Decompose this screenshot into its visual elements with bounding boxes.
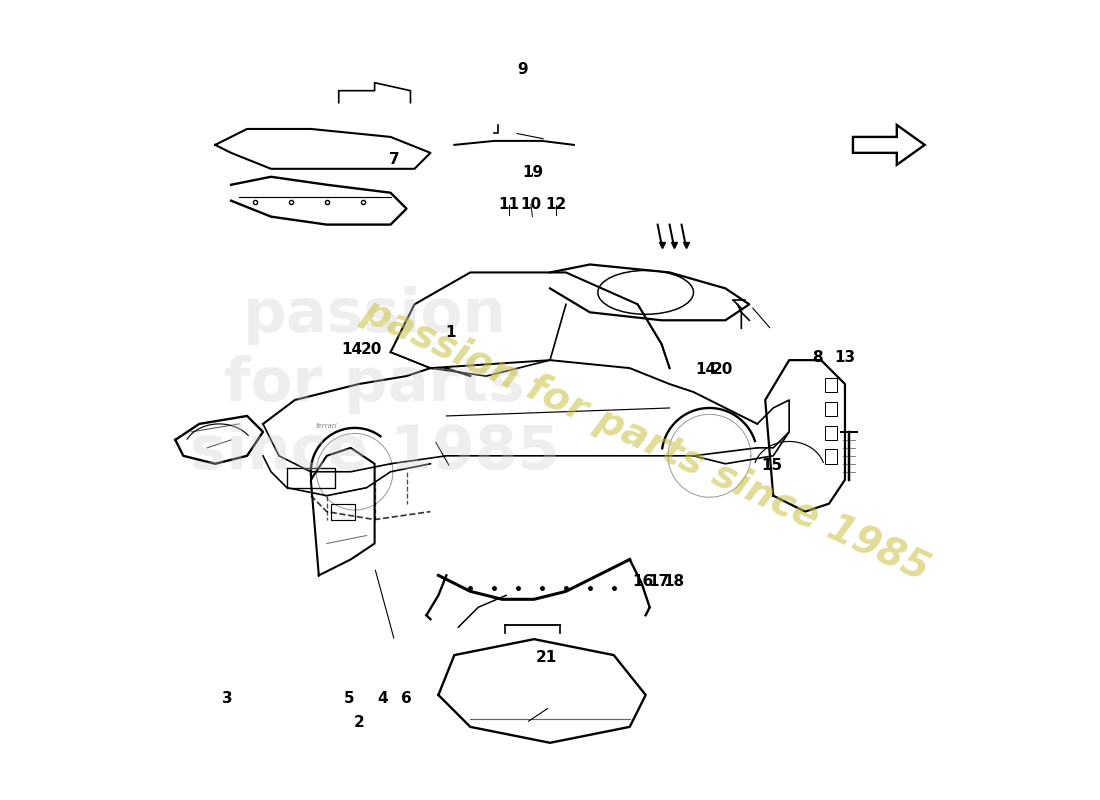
Text: 21: 21 (536, 650, 557, 665)
Text: 2: 2 (353, 715, 364, 730)
Text: 20: 20 (361, 342, 382, 358)
Text: 16: 16 (631, 574, 653, 590)
Bar (825, 450, 837, 464)
Text: 10: 10 (520, 197, 541, 212)
Text: 11: 11 (498, 197, 519, 212)
Text: 18: 18 (663, 574, 685, 590)
Text: 8: 8 (813, 350, 823, 366)
Text: 1: 1 (446, 325, 455, 340)
Text: passion
for parts
since 1985: passion for parts since 1985 (189, 286, 560, 482)
Text: 14: 14 (695, 362, 717, 378)
Text: 3: 3 (222, 691, 232, 706)
Text: 7: 7 (389, 152, 400, 166)
Text: 13: 13 (835, 350, 856, 366)
Text: 9: 9 (518, 62, 528, 77)
Text: ferrari: ferrari (316, 423, 338, 429)
Text: 5: 5 (344, 691, 354, 706)
Bar (825, 378, 837, 392)
Text: 14: 14 (342, 342, 363, 358)
Text: 19: 19 (521, 166, 543, 180)
Text: 17: 17 (648, 574, 669, 590)
Text: 4: 4 (377, 691, 388, 706)
Text: 6: 6 (402, 691, 411, 706)
Bar (825, 426, 837, 440)
Bar (825, 402, 837, 416)
Text: 15: 15 (761, 458, 782, 473)
Text: passion for parts since 1985: passion for parts since 1985 (356, 291, 935, 588)
Text: 20: 20 (712, 362, 733, 378)
Text: 12: 12 (546, 197, 566, 212)
Bar (331, 504, 354, 519)
